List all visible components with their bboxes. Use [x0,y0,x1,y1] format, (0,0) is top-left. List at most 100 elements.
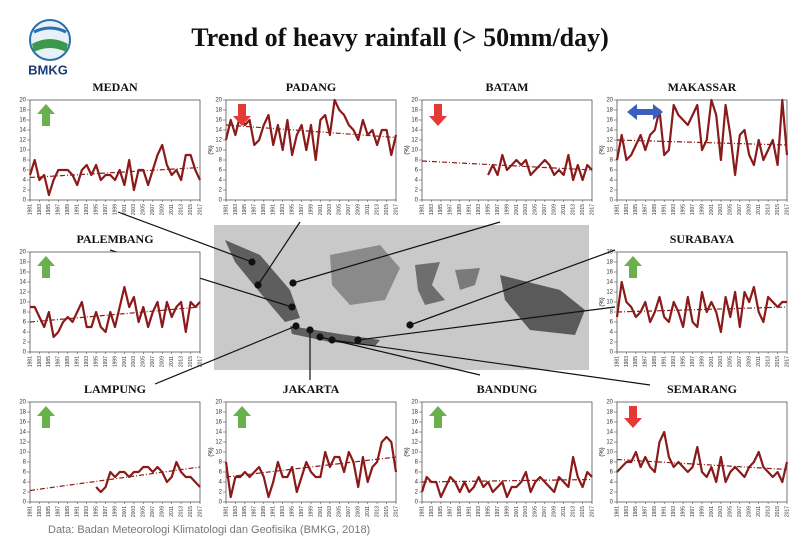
y-axis-label: (%) [600,145,606,154]
logo-band [32,39,68,52]
x-tick-label: 2017 [197,506,203,517]
city-dot [254,281,262,289]
y-tick-label: 6 [23,470,27,476]
plot-area [225,99,397,201]
x-tick-label: 2017 [197,204,203,215]
x-tick-label: 1999 [308,506,314,517]
x-tick-label: 2017 [784,356,790,367]
x-tick-label: 1999 [112,356,118,367]
x-tick-label: 1985 [438,204,444,215]
y-tick-label: 0 [415,500,419,506]
chart-title: SEMARANG [667,382,737,396]
x-tick-label: 1997 [103,506,109,517]
connector [154,325,297,385]
trend-arrow [624,406,642,428]
y-tick-label: 16 [411,118,418,124]
y-tick-label: 8 [610,310,614,316]
y-tick-label: 16 [606,420,613,426]
x-tick-label: 1991 [75,506,81,517]
trend-line [225,456,397,478]
chart-title: BANDUNG [477,382,538,396]
chart-title: MEDAN [92,80,138,94]
plot-area [421,401,593,503]
y-tick-label: 2 [610,340,614,346]
city-dot [406,321,414,329]
x-tick-label: 2011 [365,204,371,215]
x-tick-label: 2015 [580,506,586,517]
page-title: Trend of heavy rainfall (> 50mm/day) [191,23,609,52]
trend-arrow [37,406,55,428]
y-tick-label: 4 [610,480,614,486]
x-tick-label: 1997 [103,356,109,367]
x-tick-label: 1985 [46,506,52,517]
y-tick-label: 6 [610,168,614,174]
x-tick-label: 1999 [699,204,705,215]
chart-title: PALEMBANG [76,232,153,246]
x-tick-label: 2013 [765,506,771,517]
plot-area [616,251,788,353]
x-tick-label: 1993 [84,356,90,367]
x-tick-label: 2005 [533,506,539,517]
x-tick-label: 2009 [552,506,558,517]
chart-panel: SURABAYA 0 2 4 6 8 10 12 14 16 18 20 1981 1983 1985 198… [600,232,791,367]
x-tick-label: 2011 [756,204,762,215]
source-note: Data: Badan Meteorologi Klimatologi dan … [48,524,370,536]
x-tick-label: 2005 [533,204,539,215]
trend-arrow [37,104,55,126]
y-tick-label: 0 [23,198,27,204]
y-tick-label: 18 [411,108,418,114]
x-tick-label: 1985 [633,356,639,367]
x-tick-label: 2017 [393,204,399,215]
x-tick-label: 1993 [84,506,90,517]
chart-panel: JAKARTA 0 2 4 6 8 10 12 14 16 18 20 1981 1983 1985 1987… [209,382,400,517]
x-tick-label: 2013 [570,204,576,215]
x-tick-label: 1995 [485,506,491,517]
trend-arrow [429,104,447,126]
data-line [224,435,398,499]
x-tick-label: 2013 [374,506,380,517]
chart-title: JAKARTA [283,382,340,396]
x-tick-label: 2009 [552,204,558,215]
x-tick-label: 2017 [784,506,790,517]
y-tick-label: 14 [215,128,222,134]
data-line [95,460,201,494]
x-tick-label: 2003 [131,204,137,215]
x-tick-label: 1983 [37,204,43,215]
logo-text: BMKG [28,62,68,77]
x-tick-label: 1981 [419,204,425,215]
x-tick-label: 1991 [467,506,473,517]
x-tick-label: 2009 [356,204,362,215]
map-island [330,245,400,305]
y-axis-label: (%) [600,297,606,306]
trend-line [616,458,788,471]
x-tick-label: 1983 [37,356,43,367]
x-tick-label: 1995 [93,356,99,367]
y-tick-label: 18 [19,108,26,114]
x-tick-label: 1999 [699,356,705,367]
x-tick-label: 1995 [485,204,491,215]
x-tick-label: 2001 [122,356,128,367]
y-tick-label: 20 [606,98,613,104]
chart-panel: BANDUNG 0 2 4 6 8 10 12 14 16 18 20 1981 1983 1985 1987… [405,382,596,517]
x-tick-label: 1995 [289,506,295,517]
x-tick-label: 1987 [643,506,649,517]
y-tick-label: 6 [610,320,614,326]
x-tick-label: 1991 [271,204,277,215]
x-tick-label: 2003 [131,356,137,367]
x-tick-label: 1993 [671,204,677,215]
y-tick-label: 8 [219,460,223,466]
x-tick-label: 2005 [728,204,734,215]
x-tick-label: 2005 [141,356,147,367]
data-line [615,280,787,334]
x-tick-label: 1989 [261,204,267,215]
x-tick-label: 1993 [476,204,482,215]
x-tick-label: 1995 [93,506,99,517]
connector [117,211,253,263]
x-tick-label: 2009 [160,204,166,215]
x-tick-label: 1991 [75,356,81,367]
x-tick-label: 1987 [56,356,62,367]
y-axis-label: (%) [209,145,215,154]
map-island [225,240,300,322]
x-tick-label: 1983 [429,506,435,517]
x-tick-label: 1999 [504,204,510,215]
